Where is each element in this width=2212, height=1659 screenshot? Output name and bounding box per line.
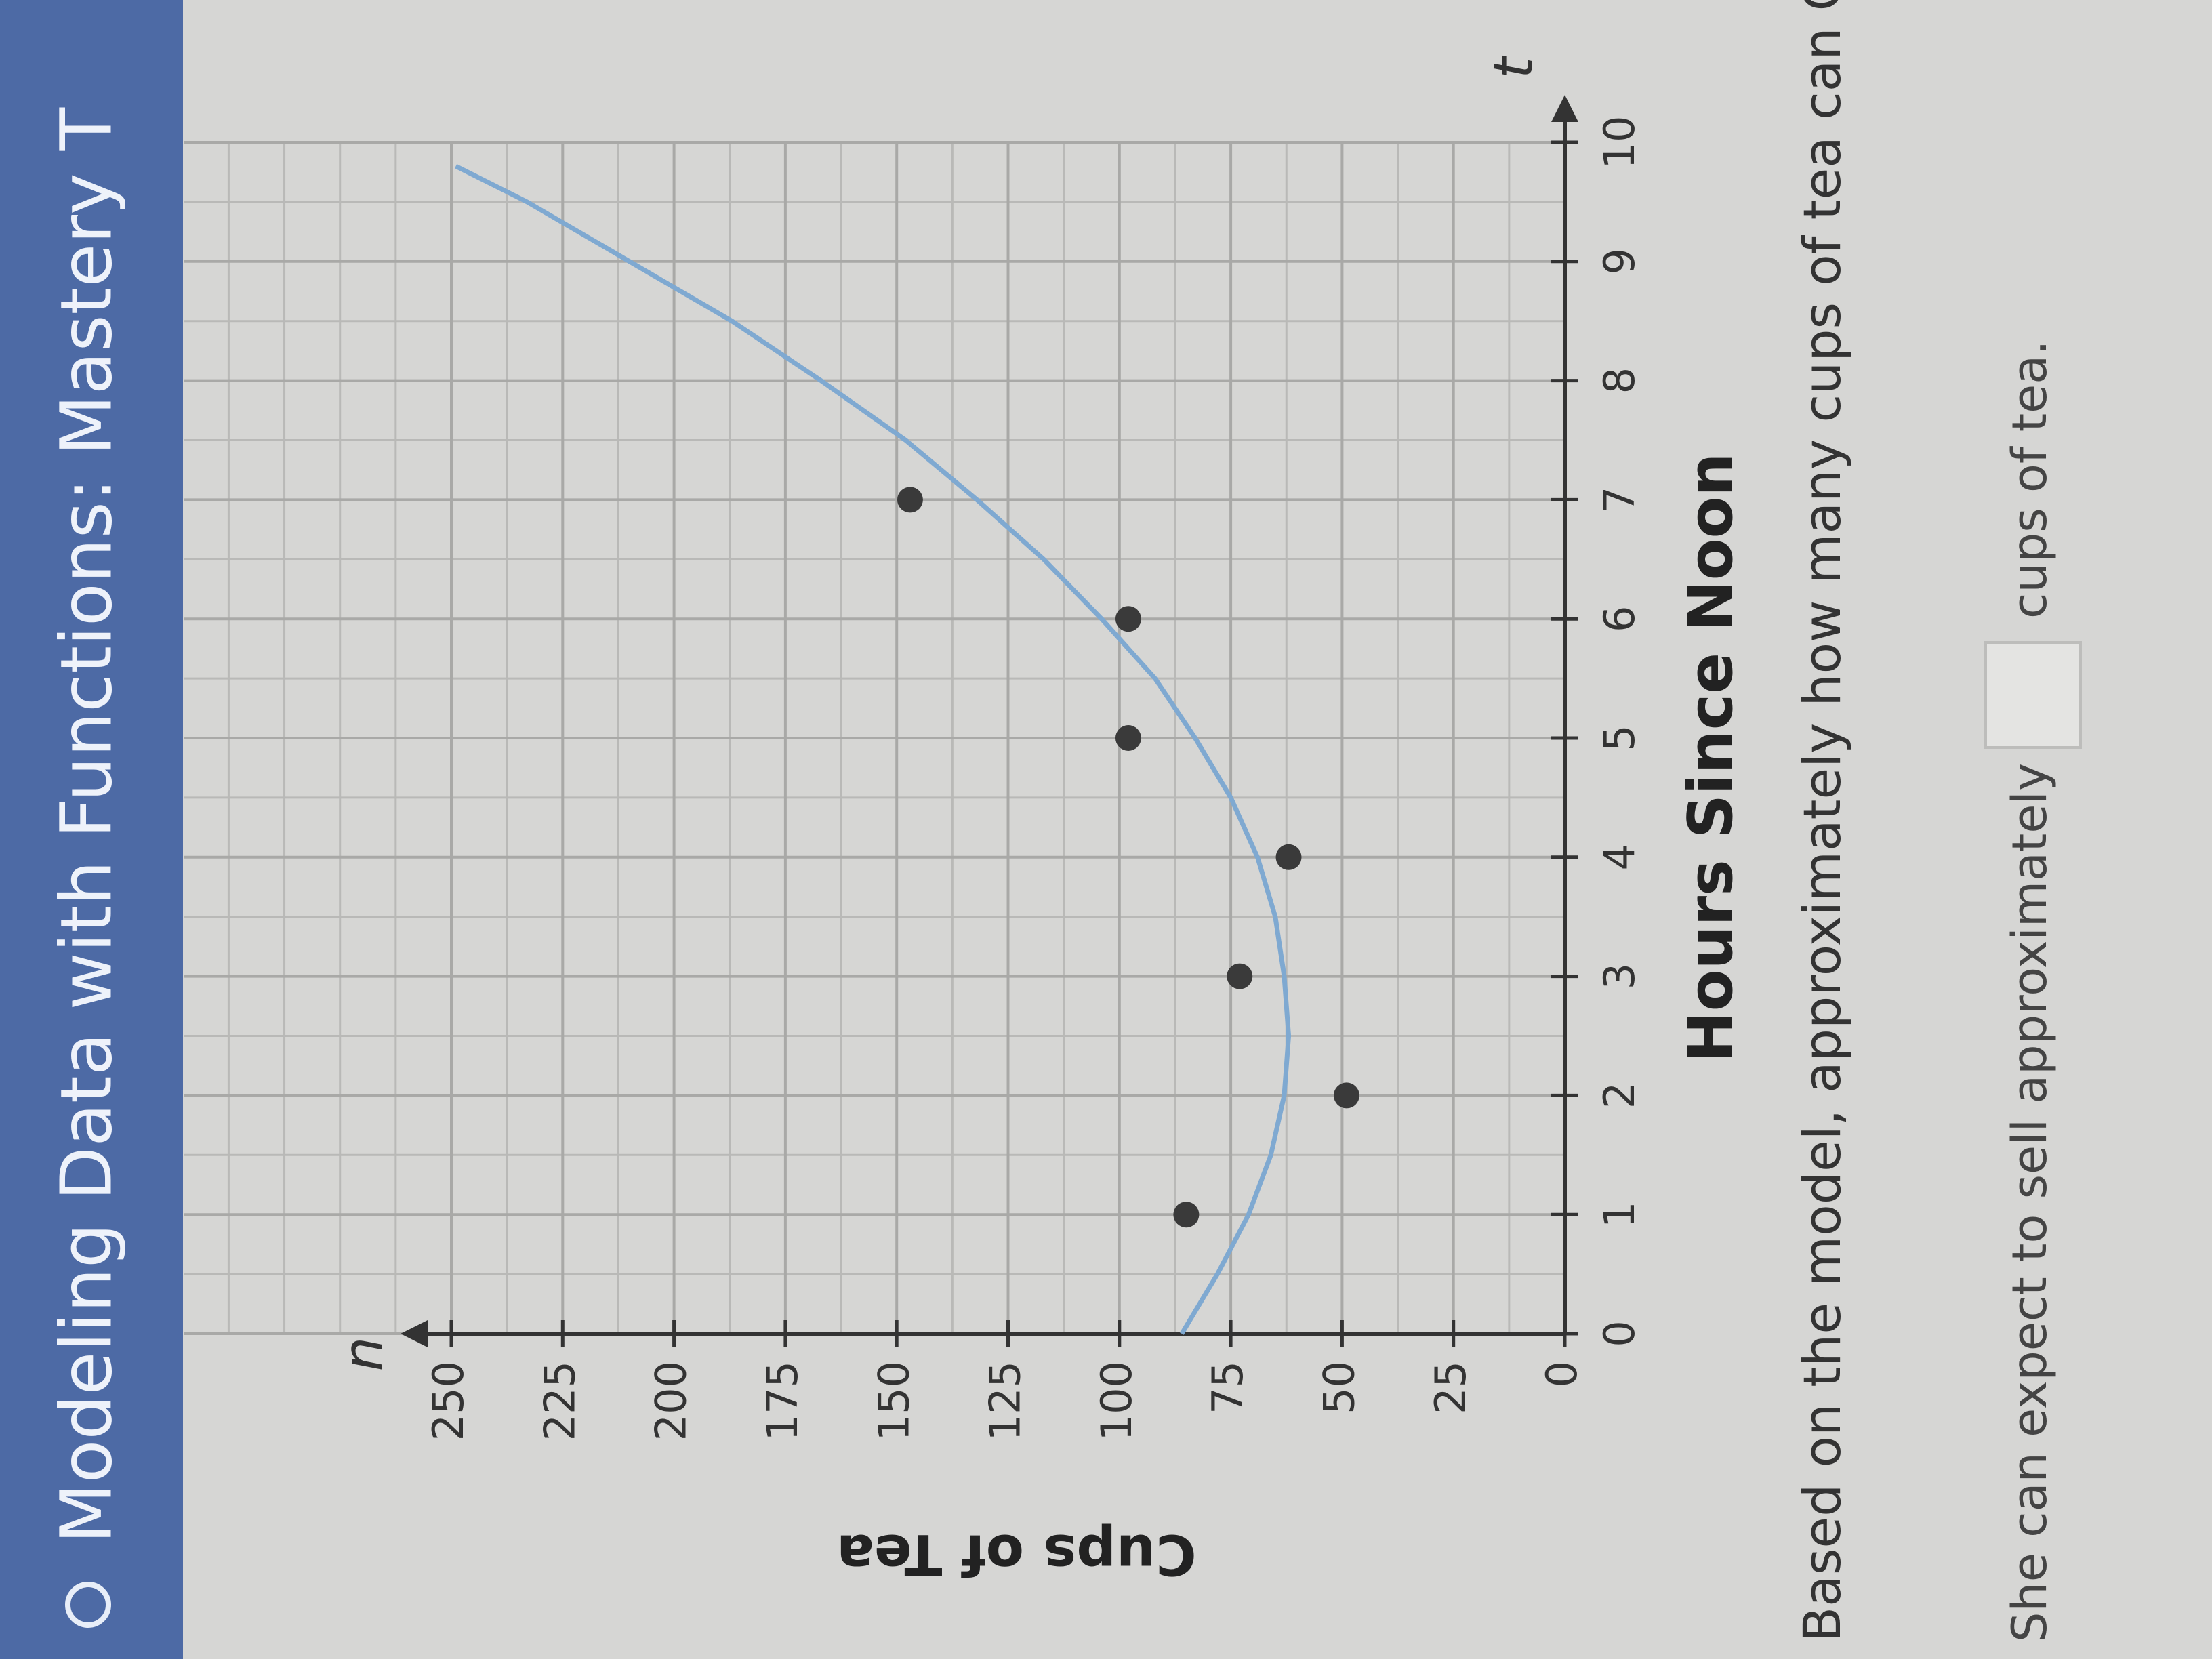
y-tick-label: 100 xyxy=(1092,1361,1141,1441)
model-curve xyxy=(455,164,1292,1335)
y-tick-label: 200 xyxy=(647,1361,696,1441)
answer-prefix: She can expect to sell approximately xyxy=(2002,763,2057,1642)
data-point xyxy=(1227,963,1253,989)
x-tick-label: 10 xyxy=(1595,116,1644,169)
x-axis-arrow xyxy=(1551,95,1578,122)
x-tick-label: 6 xyxy=(1595,605,1644,632)
y-tick-label: 125 xyxy=(981,1361,1030,1441)
t-symbol: t xyxy=(1482,56,1545,79)
x-tick-label: 7 xyxy=(1595,487,1644,513)
answer-suffix: cups of tea. xyxy=(2002,340,2057,619)
y-tick-label: 150 xyxy=(869,1361,918,1441)
data-point xyxy=(1115,725,1141,751)
n-symbol: n xyxy=(331,1337,394,1372)
y-tick-label: 25 xyxy=(1426,1361,1475,1414)
x-tick-label: 2 xyxy=(1595,1082,1644,1109)
data-point xyxy=(1333,1082,1359,1109)
y-tick-label: 0 xyxy=(1537,1361,1586,1387)
x-tick-label: 9 xyxy=(1595,248,1644,274)
y-tick-label: 250 xyxy=(424,1361,473,1441)
y-axis-title: Cups of Tea xyxy=(836,1522,1196,1586)
page-title: Modeling Data with Functions: Mastery T xyxy=(45,107,127,1544)
data-point xyxy=(1275,844,1302,870)
x-axis-title: Hours Since Noon xyxy=(1675,453,1746,1062)
y-tick-label: 75 xyxy=(1203,1361,1252,1414)
x-tick-label: 5 xyxy=(1595,724,1644,751)
answer-input[interactable] xyxy=(1984,641,2082,749)
x-tick-label: 4 xyxy=(1595,844,1644,870)
x-tick-label: 8 xyxy=(1595,367,1644,394)
y-axis-arrow xyxy=(401,1320,428,1347)
data-point xyxy=(1115,606,1141,632)
data-point xyxy=(897,487,923,513)
data-point xyxy=(1173,1202,1200,1228)
y-tick-label: 175 xyxy=(758,1361,807,1441)
x-tick-label: 1 xyxy=(1595,1201,1644,1227)
x-tick-label: 0 xyxy=(1595,1320,1644,1347)
x-tick-label: 3 xyxy=(1595,963,1644,989)
title-bar xyxy=(0,0,183,1659)
question-text: Based on the model, approximately how ma… xyxy=(1792,0,1852,1642)
y-tick-label: 225 xyxy=(535,1361,584,1441)
back-icon[interactable] xyxy=(65,1582,111,1628)
y-tick-label: 50 xyxy=(1314,1361,1364,1414)
